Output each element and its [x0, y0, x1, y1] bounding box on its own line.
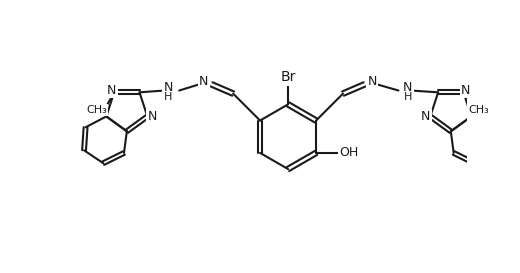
Text: N: N: [199, 75, 209, 88]
Text: N: N: [368, 75, 377, 88]
Text: N: N: [461, 84, 471, 97]
Text: H: H: [164, 93, 173, 102]
Text: N: N: [147, 110, 157, 123]
Text: CH₃: CH₃: [469, 105, 489, 115]
Text: N: N: [107, 84, 116, 97]
Text: N: N: [421, 110, 431, 123]
Text: CH₃: CH₃: [86, 105, 107, 115]
Text: N: N: [403, 81, 412, 94]
Text: H: H: [404, 93, 412, 102]
Text: N: N: [164, 81, 173, 94]
Text: Br: Br: [280, 70, 296, 84]
Text: OH: OH: [339, 146, 358, 159]
